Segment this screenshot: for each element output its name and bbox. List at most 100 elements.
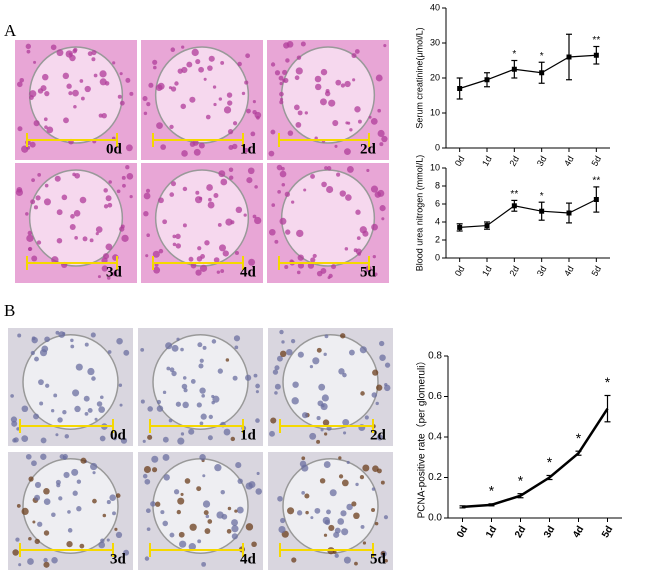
significance: * xyxy=(540,51,544,62)
nucleus xyxy=(342,418,350,426)
nucleus xyxy=(255,418,260,423)
nucleus xyxy=(51,557,58,564)
nucleus xyxy=(50,44,57,51)
nucleus xyxy=(188,428,195,435)
nucleus xyxy=(198,142,205,149)
image-label: 0d xyxy=(106,141,123,157)
nucleus xyxy=(230,436,236,442)
nucleus xyxy=(237,61,242,67)
y-axis-title: Blood urea nitrogen (mmol/L) xyxy=(414,155,424,272)
nucleus xyxy=(222,250,229,257)
nucleus xyxy=(248,258,256,266)
nucleus xyxy=(120,437,128,444)
nucleus xyxy=(353,512,360,520)
nucleus xyxy=(374,272,378,276)
nucleus xyxy=(236,506,244,514)
nucleus xyxy=(180,492,184,496)
nucleus xyxy=(284,191,290,197)
nucleus xyxy=(162,520,169,527)
nucleus xyxy=(46,126,54,134)
nucleus xyxy=(50,409,55,413)
nucleus xyxy=(15,188,23,197)
image-label: 1d xyxy=(240,427,257,443)
nucleus xyxy=(279,97,284,101)
nucleus xyxy=(196,486,202,492)
nucleus xyxy=(146,233,150,238)
y-tick-label: 0.2 xyxy=(428,472,442,483)
nucleus xyxy=(309,432,317,440)
nucleus xyxy=(348,349,355,356)
image-label: 1d xyxy=(240,141,257,157)
nucleus xyxy=(287,130,294,136)
nucleus xyxy=(171,344,179,352)
nucleus xyxy=(323,352,327,357)
nucleus xyxy=(274,383,281,390)
nucleus xyxy=(97,275,101,279)
nucleus xyxy=(143,111,148,116)
nucleus xyxy=(31,460,37,467)
nucleus xyxy=(300,41,306,47)
nucleus xyxy=(43,488,50,495)
nucleus xyxy=(38,379,44,386)
nucleus xyxy=(140,399,145,404)
nucleus xyxy=(72,490,78,496)
image-label: 4d xyxy=(240,551,257,567)
nucleus xyxy=(190,379,196,384)
nucleus xyxy=(223,106,232,114)
nucleus xyxy=(171,370,177,377)
nucleus xyxy=(234,345,239,350)
nucleus xyxy=(376,434,383,441)
glomerulus xyxy=(22,458,119,554)
nucleus xyxy=(160,510,165,515)
nucleus xyxy=(217,223,222,227)
nucleus xyxy=(314,75,322,83)
nucleus xyxy=(116,189,121,194)
y-tick-label: 8 xyxy=(435,180,440,190)
glomerulus xyxy=(154,169,250,267)
nucleus xyxy=(285,58,290,63)
nucleus xyxy=(324,166,328,170)
nucleus xyxy=(122,183,126,188)
x-tick-label: 0d xyxy=(453,264,467,278)
nucleus xyxy=(204,240,210,246)
nucleus xyxy=(345,121,349,125)
nucleus xyxy=(156,122,163,129)
nucleus xyxy=(320,428,324,432)
nucleus xyxy=(62,331,66,336)
nucleus xyxy=(61,194,68,201)
nucleus xyxy=(173,489,180,495)
nucleus xyxy=(57,417,63,423)
nucleus xyxy=(51,256,59,264)
nucleus xyxy=(125,77,131,83)
nucleus xyxy=(281,340,285,344)
nucleus xyxy=(225,358,230,362)
nucleus xyxy=(170,181,177,187)
nucleus xyxy=(91,49,97,56)
nucleus xyxy=(378,340,385,347)
nucleus xyxy=(39,401,44,406)
nucleus xyxy=(196,402,202,408)
nucleus xyxy=(281,182,286,187)
nucleus xyxy=(37,173,42,177)
x-tick-label: 5d xyxy=(600,524,615,540)
nucleus xyxy=(370,185,379,193)
significance: ** xyxy=(592,35,600,46)
nucleus xyxy=(324,432,328,436)
nucleus xyxy=(143,210,149,217)
nucleus xyxy=(319,478,326,484)
nucleus xyxy=(188,543,196,551)
nucleus xyxy=(346,460,350,465)
panel-label: B xyxy=(4,301,15,320)
nucleus xyxy=(119,403,123,407)
data-point xyxy=(566,210,572,216)
nucleus xyxy=(297,110,303,116)
nucleus xyxy=(29,95,34,100)
nucleus xyxy=(144,556,150,561)
nucleus xyxy=(157,82,165,90)
nucleus xyxy=(55,433,59,437)
nucleus xyxy=(316,416,321,421)
nucleus xyxy=(312,253,317,259)
nucleus xyxy=(218,244,227,252)
nucleus xyxy=(283,42,290,49)
nucleus xyxy=(72,389,80,397)
